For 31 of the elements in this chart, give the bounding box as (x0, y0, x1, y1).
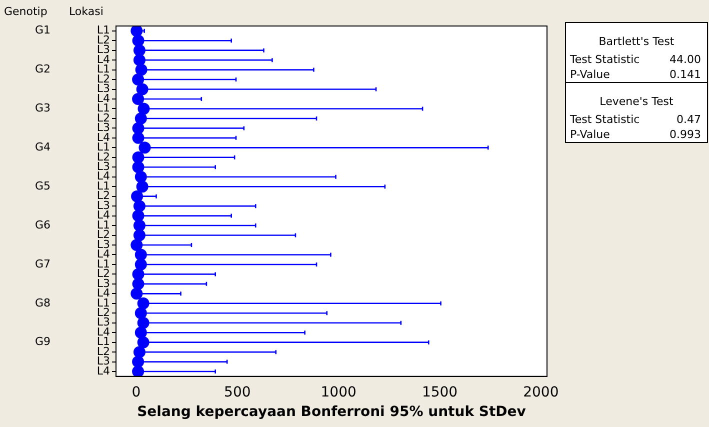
text: P-Value (570, 68, 610, 81)
point (132, 93, 144, 105)
x-axis-title: Selang kepercayaan Bonferroni 95% untuk StDev (137, 404, 526, 420)
x-tick-label: 2000 (523, 384, 559, 400)
text: P-Value (570, 128, 610, 141)
text: 0.141 (670, 68, 701, 81)
text: Test Statistic (570, 113, 640, 126)
text: G9 (35, 335, 51, 348)
text: G4 (35, 140, 51, 154)
x-tick-label: 0 (132, 384, 141, 400)
text: 0.47 (676, 113, 701, 126)
text: G1 (35, 24, 51, 37)
text: G3 (35, 102, 51, 115)
point (130, 288, 143, 300)
point (132, 132, 144, 144)
x-tick-label: 1000 (320, 384, 356, 400)
text: 44.00 (670, 53, 701, 66)
point (132, 366, 144, 376)
text: Lokasi (69, 4, 104, 18)
text: Levene's Test (598, 94, 674, 110)
text: Genotip (4, 4, 48, 18)
text: G2 (35, 62, 51, 76)
text: G5 (35, 179, 51, 192)
x-tick-label: 1500 (422, 384, 458, 400)
text: G8 (35, 296, 51, 310)
x-tick-label: 500 (224, 384, 251, 400)
text: 0.993 (670, 128, 701, 141)
text: Bartlett's Test (598, 34, 676, 50)
text: G6 (35, 218, 51, 232)
text: Test Statistic (570, 53, 640, 66)
text: G7 (35, 257, 51, 270)
